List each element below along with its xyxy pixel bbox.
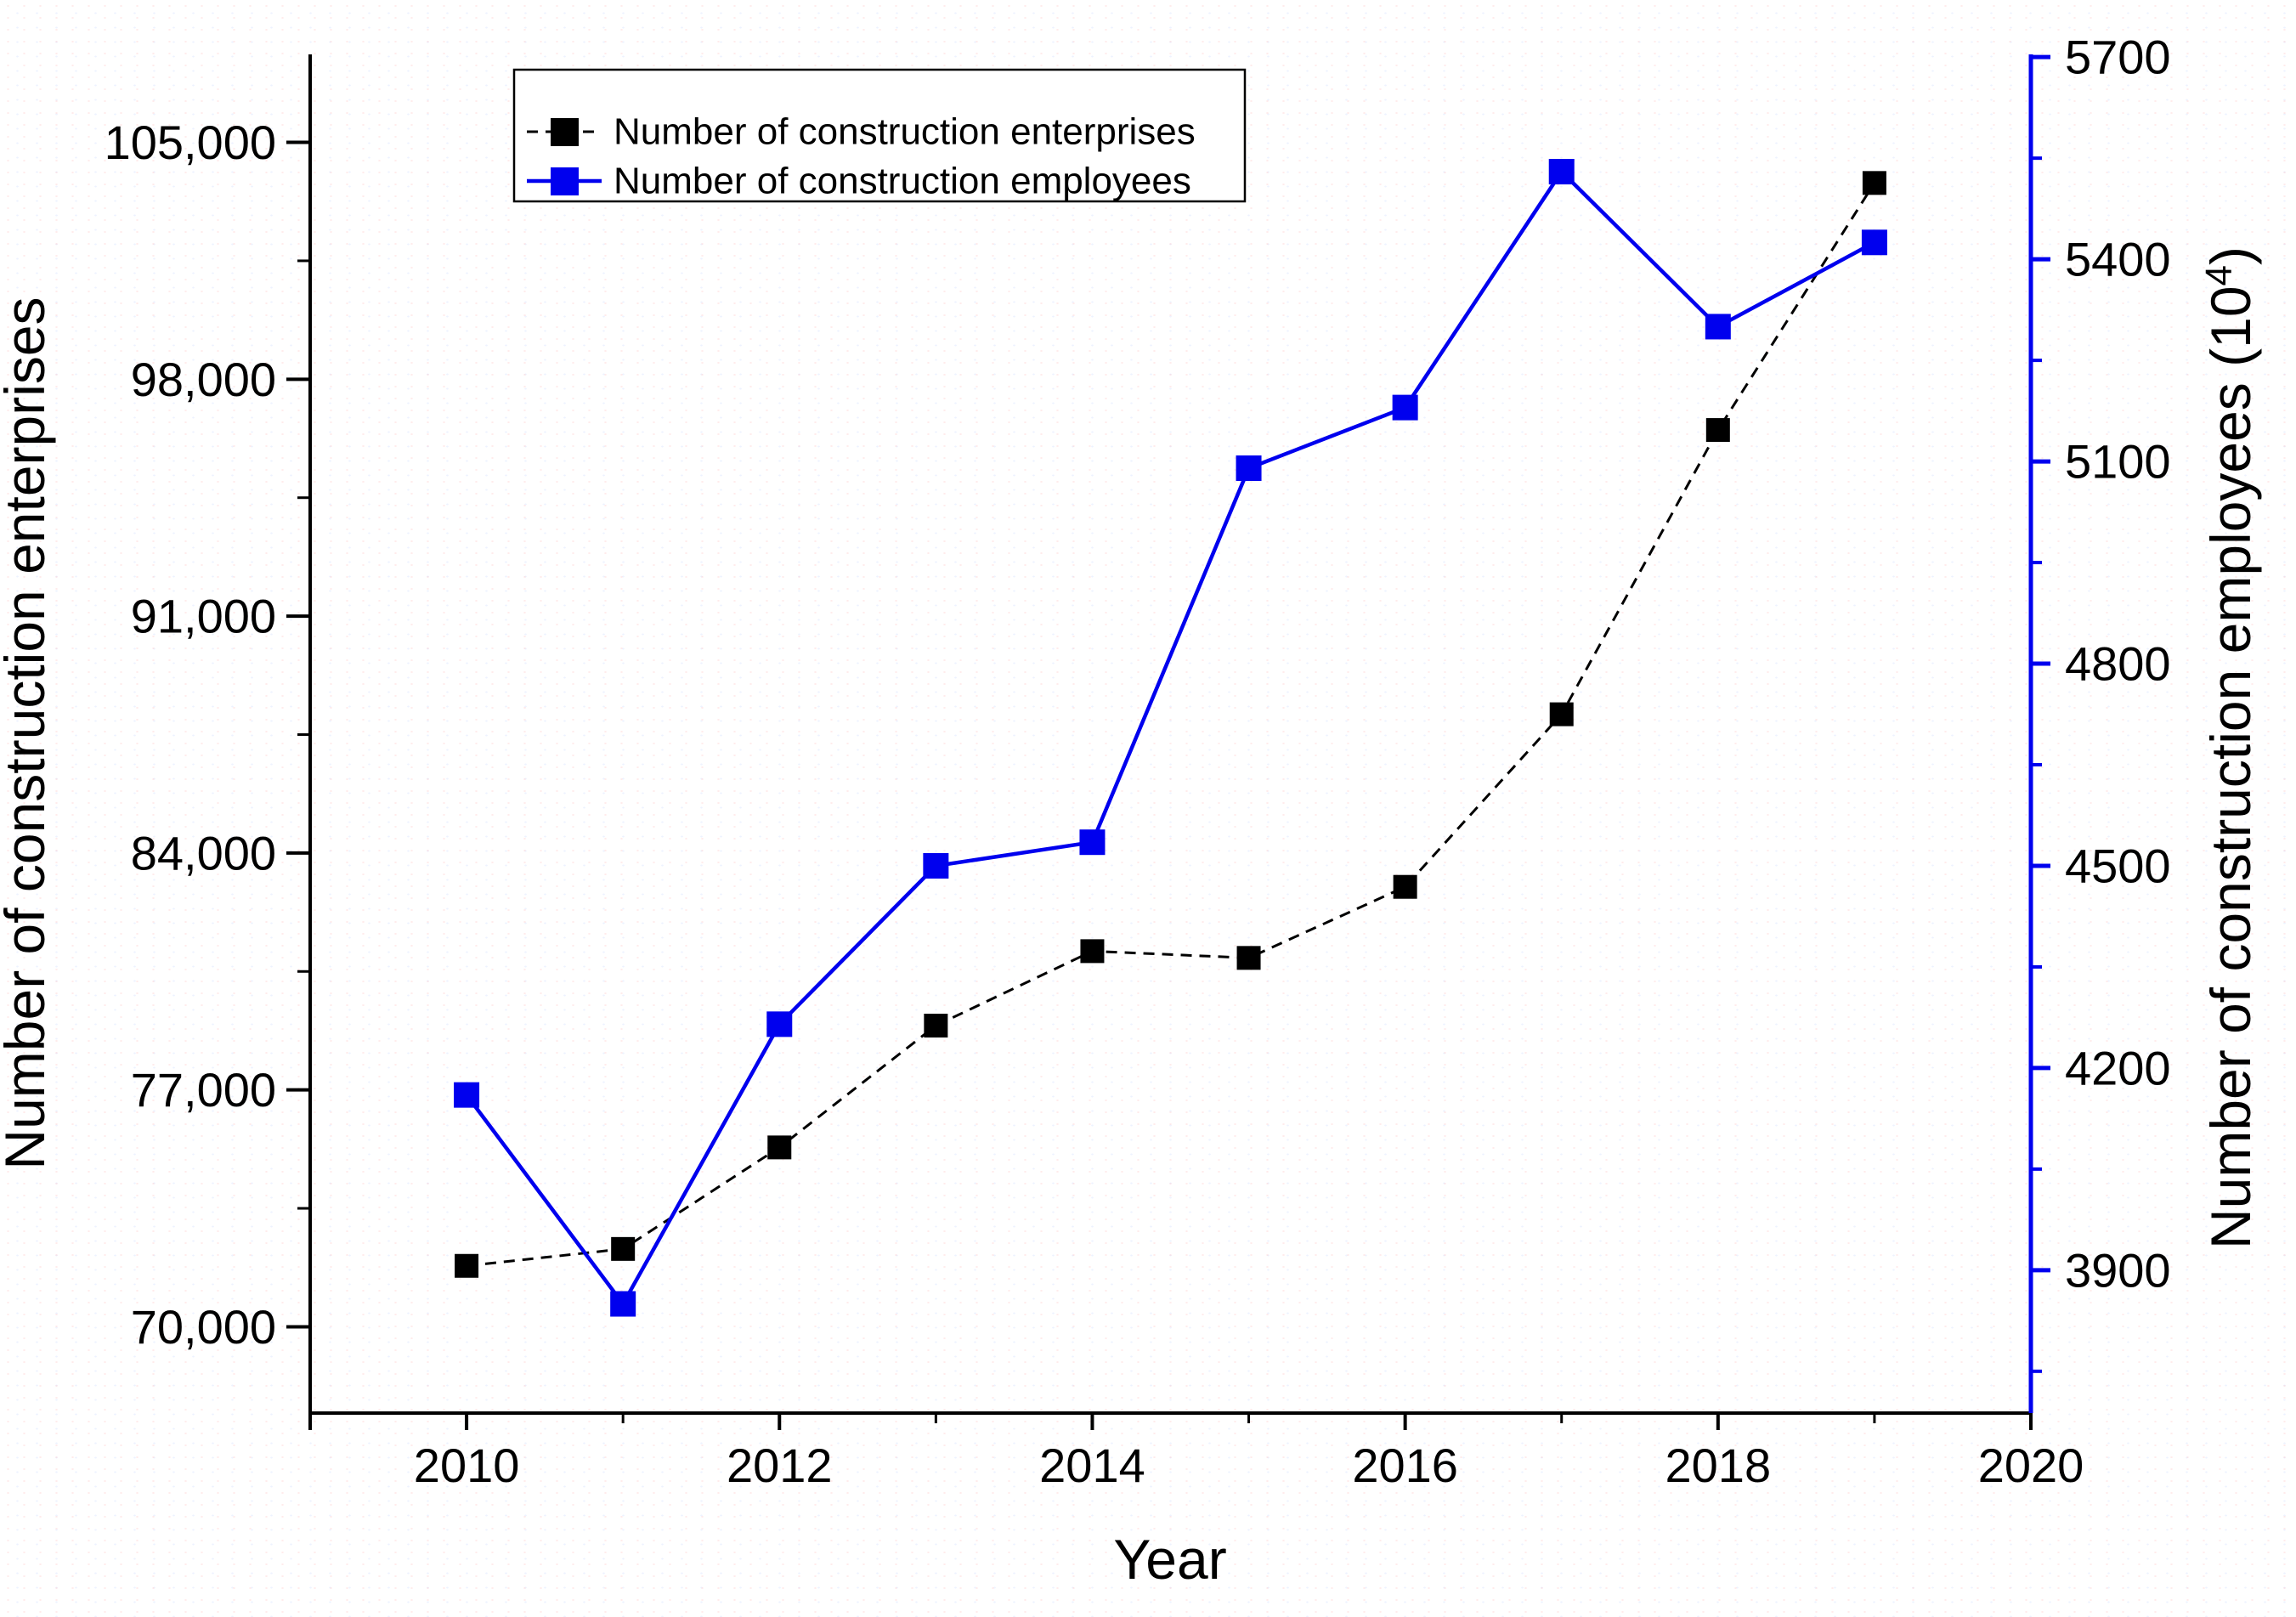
right-axis-tick-label: 5400: [2065, 233, 2171, 286]
right-axis-tick-label: 4500: [2065, 839, 2171, 892]
right-axis-tick-label: 3900: [2065, 1243, 2171, 1297]
x-axis-tick-label: 2016: [1352, 1439, 1458, 1492]
employees-point-2018: [1705, 314, 1731, 340]
employees-point-2015: [1236, 455, 1262, 481]
x-axis-tick-label: 2020: [1978, 1439, 2084, 1492]
left-axis-tick-label: 105,000: [105, 116, 276, 169]
enterprises-point-2016: [1393, 874, 1417, 899]
left-axis-tick-label: 98,000: [131, 353, 276, 406]
enterprises-point-2017: [1549, 702, 1574, 727]
left-axis-tick-label: 70,000: [131, 1300, 276, 1354]
enterprises-point-2010: [455, 1253, 479, 1278]
employees-point-2017: [1548, 159, 1575, 185]
x-axis-tick-label: 2014: [1039, 1439, 1145, 1492]
employees-point-2012: [766, 1011, 793, 1037]
right-axis-tick-label: 4200: [2065, 1041, 2171, 1094]
right-axis-tick-label: 5700: [2065, 31, 2171, 84]
x-axis-title: Year: [1113, 1528, 1226, 1591]
enterprises-point-2012: [767, 1135, 792, 1160]
left-axis-tick-label: 77,000: [131, 1063, 276, 1117]
series-line-employees: [465, 168, 1875, 1308]
x-axis-tick-label: 2012: [727, 1439, 833, 1492]
left-axis-tick-label: 91,000: [131, 590, 276, 643]
legend-label-enterprises: Number of construction enterprises: [614, 111, 1196, 153]
enterprises-point-2011: [611, 1236, 636, 1261]
right-axis-tick-label: 5100: [2065, 435, 2171, 489]
enterprises-point-2019: [1862, 171, 1886, 195]
legend-box: [512, 68, 1247, 203]
employees-point-2013: [923, 852, 949, 879]
employees-point-2010: [454, 1082, 480, 1108]
employees-point-2019: [1861, 229, 1887, 256]
right-axis-tick-label: 4800: [2065, 637, 2171, 691]
legend-sample-marker: [551, 118, 579, 146]
enterprises-point-2018: [1705, 418, 1730, 443]
employees-point-2014: [1079, 829, 1106, 856]
employees-point-2016: [1392, 394, 1418, 421]
right-axis-title: Number of construction employees (104): [2198, 246, 2262, 1249]
enterprises-point-2013: [924, 1013, 948, 1037]
legend-label-employees: Number of construction employees: [614, 161, 1191, 202]
plot-area: 70,000 77,000 84,000 91,000 98,000 105,000 390…: [105, 31, 2171, 1492]
enterprises-point-2014: [1080, 939, 1105, 964]
employees-point-2011: [610, 1291, 636, 1317]
left-axis-title: Number of construction enterprises: [0, 297, 56, 1169]
x-axis-tick-label: 2018: [1665, 1439, 1772, 1492]
series-line-enterprises: [466, 182, 1876, 1268]
enterprises-point-2015: [1236, 946, 1261, 970]
legend-sample-marker: [551, 167, 579, 195]
x-axis-tick-label: 2010: [414, 1439, 520, 1492]
left-axis-tick-label: 84,000: [131, 826, 276, 879]
